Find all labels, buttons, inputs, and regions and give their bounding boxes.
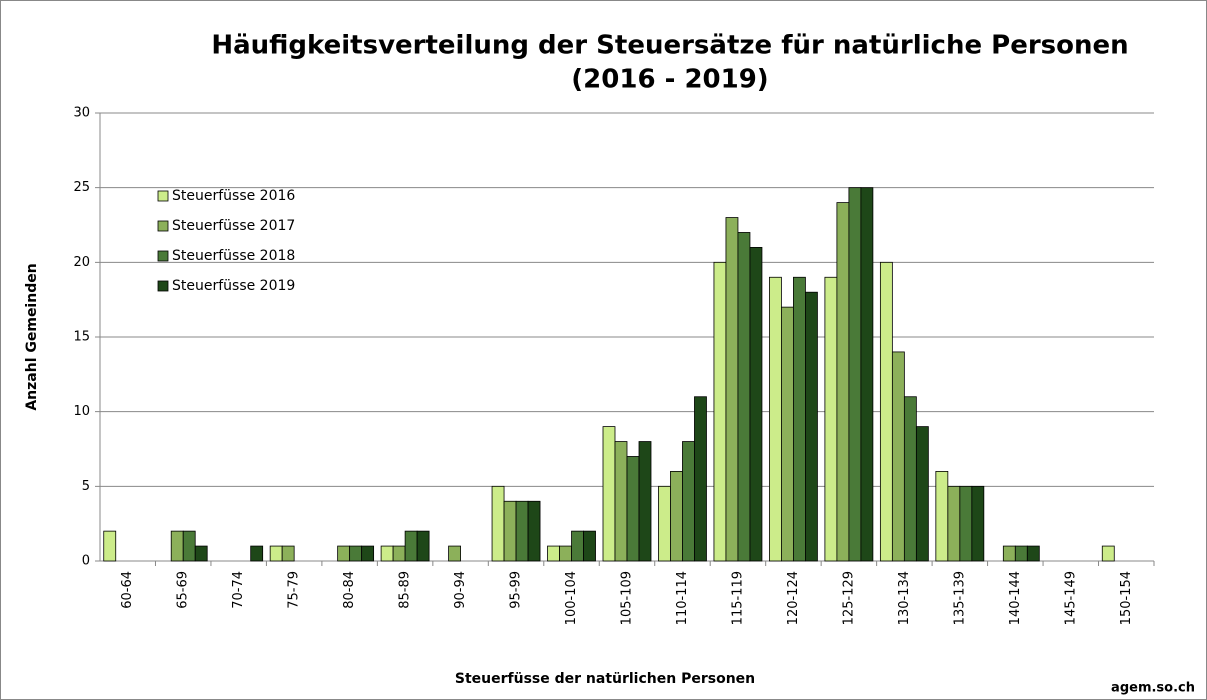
bar	[527, 500, 541, 562]
bar	[361, 545, 375, 562]
bar	[404, 530, 418, 562]
bar	[682, 441, 695, 562]
bar	[749, 246, 763, 562]
x-tick-label: 150-154	[1119, 571, 1134, 625]
annotation: agem.so.ch	[1111, 681, 1195, 696]
x-tick-label: 60-64	[120, 571, 135, 609]
legend-swatch	[157, 250, 169, 262]
bar	[915, 426, 929, 562]
bar	[1026, 545, 1040, 562]
bar	[583, 530, 596, 562]
bar	[1101, 545, 1115, 562]
x-tick-label: 140-144	[1008, 571, 1023, 625]
y-tick-label: 20	[73, 255, 90, 270]
bar	[848, 187, 862, 562]
legend-swatch	[157, 280, 169, 292]
bar	[769, 276, 782, 562]
bar	[959, 485, 973, 562]
bar	[281, 545, 295, 562]
bar	[103, 530, 117, 562]
x-tick-label: 65-69	[176, 571, 191, 609]
legend-label: Steuerfüsse 2019	[172, 278, 295, 294]
legend-label: Steuerfüsse 2018	[172, 248, 295, 264]
bar	[805, 291, 818, 562]
x-tick-label: 85-89	[398, 571, 413, 609]
bar	[250, 545, 264, 562]
x-tick-label: 105-109	[620, 571, 635, 625]
bar	[713, 261, 727, 562]
legend-label: Steuerfüsse 2017	[172, 218, 295, 234]
bar	[547, 545, 560, 562]
x-tick-label: 70-74	[231, 571, 246, 609]
bar	[170, 530, 184, 562]
y-axis-label: Anzahl Gemeinden	[24, 263, 40, 410]
bar	[860, 187, 874, 562]
bar	[559, 545, 572, 562]
bar	[269, 545, 283, 562]
bar	[337, 545, 351, 562]
bar	[971, 485, 985, 562]
x-tick-label: 100-104	[564, 571, 579, 625]
bar	[638, 441, 652, 562]
bar	[879, 261, 893, 562]
x-tick-label: 110-114	[675, 571, 690, 625]
bar	[602, 426, 616, 562]
bar	[416, 530, 430, 562]
bar	[1002, 545, 1016, 562]
bar	[182, 530, 196, 562]
chart-title: Häufigkeitsverteilung der Steuersätze fü…	[211, 31, 1128, 61]
x-tick-label: 75-79	[287, 571, 302, 609]
x-tick-label: 90-94	[453, 571, 468, 609]
bar	[891, 351, 905, 562]
bar	[194, 545, 208, 562]
bar	[503, 500, 517, 562]
bar	[1014, 545, 1028, 562]
bar	[614, 441, 628, 562]
x-tick-label: 120-124	[786, 571, 801, 625]
y-tick-label: 15	[73, 330, 90, 345]
bar	[793, 276, 806, 562]
bar	[694, 396, 707, 562]
bar	[935, 470, 949, 562]
y-tick-label: 30	[73, 106, 90, 121]
bar	[824, 276, 838, 562]
bar	[448, 545, 461, 562]
bar	[658, 485, 671, 562]
bar	[836, 202, 850, 562]
bar	[903, 396, 917, 562]
bar	[947, 485, 961, 562]
bar	[571, 530, 584, 562]
bar	[515, 500, 529, 562]
x-tick-label: 130-134	[897, 571, 912, 625]
bar	[737, 232, 751, 562]
legend-swatch	[157, 220, 169, 232]
chart-subtitle: (2016 - 2019)	[571, 65, 768, 95]
bar	[626, 456, 640, 562]
x-tick-label: 115-119	[730, 571, 745, 625]
y-tick-label: 10	[73, 404, 90, 419]
bar	[781, 306, 794, 562]
x-tick-label: 145-149	[1063, 571, 1078, 625]
y-tick-label: 0	[82, 554, 90, 569]
bar	[349, 545, 363, 562]
x-tick-label: 95-99	[509, 571, 524, 609]
bar	[491, 485, 505, 562]
x-axis-label: Steuerfüsse der natürlichen Personen	[455, 671, 755, 687]
x-tick-label: 135-139	[952, 571, 967, 625]
bar	[392, 545, 406, 562]
bar	[380, 545, 394, 562]
bar	[670, 470, 683, 562]
y-tick-label: 5	[82, 479, 90, 494]
x-tick-label: 80-84	[342, 571, 357, 609]
x-tick-label: 125-129	[841, 571, 856, 625]
y-tick-label: 25	[73, 180, 90, 195]
bar	[725, 217, 739, 562]
legend-label: Steuerfüsse 2016	[172, 188, 295, 204]
legend-swatch	[157, 190, 169, 202]
